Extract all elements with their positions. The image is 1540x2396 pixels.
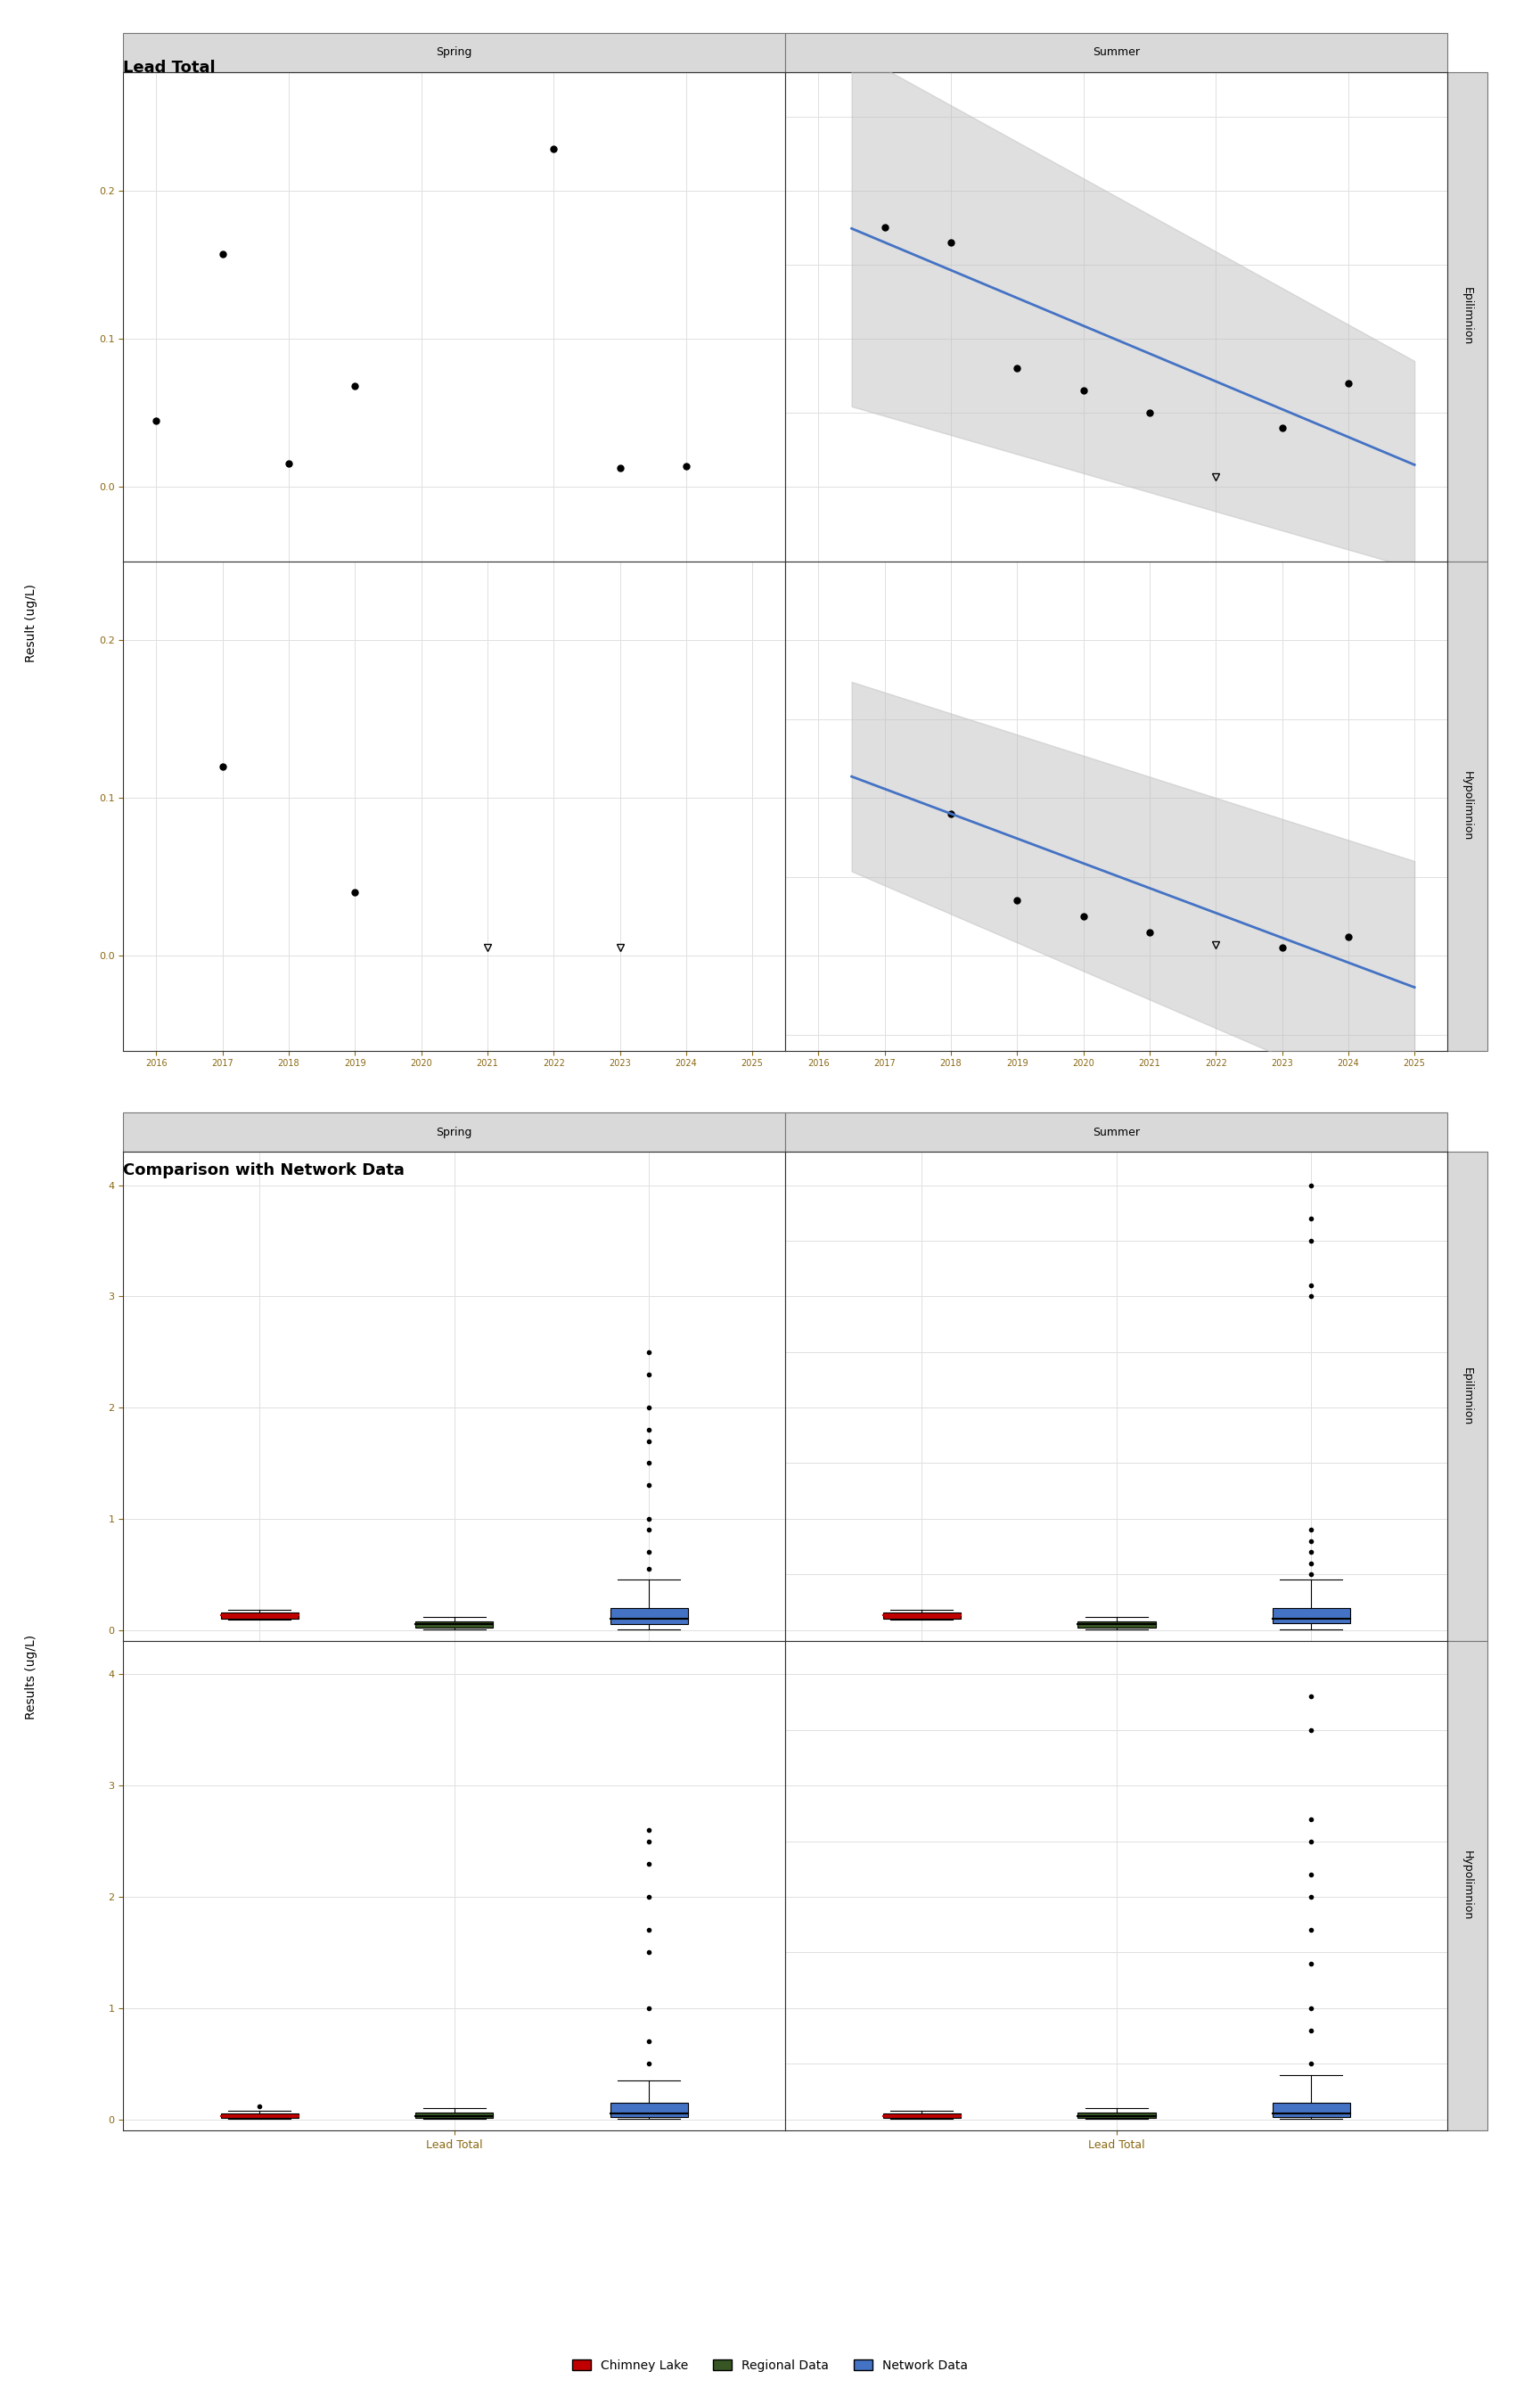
Bar [882, 1613, 961, 1620]
Bar [1448, 72, 1488, 561]
Text: Epilimnion: Epilimnion [1461, 1368, 1474, 1426]
Text: Spring: Spring [436, 1126, 473, 1138]
Bar [123, 1112, 785, 1152]
Bar [123, 34, 785, 72]
Bar [220, 2113, 299, 2118]
Text: Hypolimnion: Hypolimnion [1461, 772, 1474, 841]
Text: Summer: Summer [1093, 46, 1140, 58]
Bar [610, 2104, 688, 2118]
Bar [1078, 1622, 1155, 1627]
Bar [785, 34, 1448, 72]
Bar [220, 1613, 299, 1620]
Text: Lead Total: Lead Total [123, 60, 216, 77]
Bar [1448, 1641, 1488, 2130]
Text: Spring: Spring [436, 46, 473, 58]
Bar [1272, 2104, 1351, 2118]
Bar [610, 1608, 688, 1624]
Bar [1078, 2113, 1155, 2118]
Text: Comparison with Network Data: Comparison with Network Data [123, 1162, 405, 1179]
Bar [882, 2113, 961, 2118]
Text: Results (ug/L): Results (ug/L) [25, 1634, 37, 1720]
Bar [785, 1112, 1448, 1152]
Bar [416, 2113, 493, 2118]
Text: Hypolimnion: Hypolimnion [1461, 1850, 1474, 1922]
Bar [1448, 1152, 1488, 1641]
Legend: Chimney Lake, Regional Data, Network Data: Chimney Lake, Regional Data, Network Dat… [567, 2353, 973, 2377]
Bar [416, 1622, 493, 1627]
Text: Epilimnion: Epilimnion [1461, 288, 1474, 345]
Text: Summer: Summer [1093, 1126, 1140, 1138]
Bar [1448, 561, 1488, 1049]
Text: Result (ug/L): Result (ug/L) [25, 585, 37, 661]
Bar [1272, 1608, 1351, 1622]
